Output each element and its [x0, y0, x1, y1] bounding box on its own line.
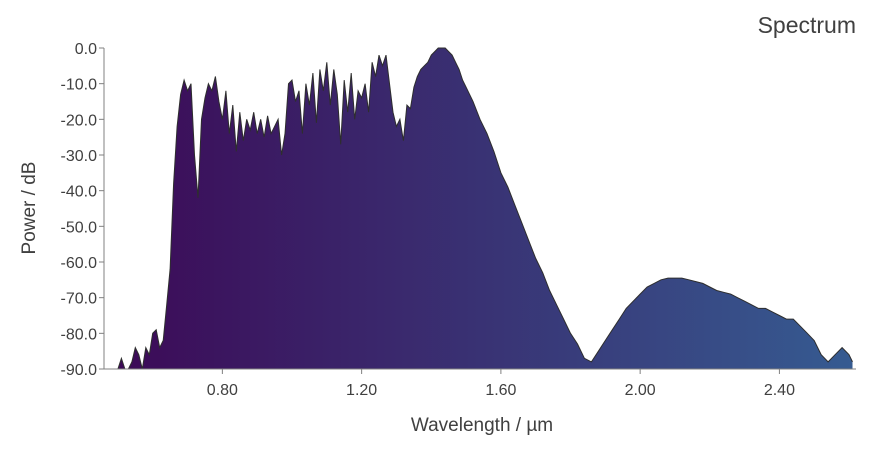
spectrum-area-0: [117, 48, 853, 369]
y-tick-label: -80.0: [61, 326, 98, 343]
y-tick-label: -70.0: [61, 291, 98, 308]
chart-title: Spectrum: [757, 12, 856, 38]
x-tick-label: 2.00: [625, 382, 656, 399]
y-tick-label: 0.0: [75, 41, 97, 58]
x-tick-label: 2.40: [764, 382, 795, 399]
y-tick-label: -20.0: [61, 112, 98, 129]
area-layer: [117, 47, 853, 370]
axis-layer: 0.0 -10.0 -20.0 -30.0 -40.0 -50.0 -60.0 -70.0 -8…: [61, 41, 856, 399]
spectrum-outline-0: [117, 47, 853, 370]
x-axis-label: Wavelength / µm: [410, 415, 554, 436]
y-tick-label: -90.0: [61, 362, 98, 379]
y-tick-label: -30.0: [61, 148, 98, 165]
y-tick-label: -60.0: [61, 255, 98, 272]
x-tick-label: 1.60: [485, 382, 516, 399]
y-tick-label: -40.0: [61, 184, 98, 201]
x-tick-label: 0.80: [207, 382, 238, 399]
y-tick-label: -50.0: [61, 219, 98, 236]
y-tick-label: -10.0: [61, 77, 98, 94]
x-tick-label: 1.20: [346, 382, 377, 399]
